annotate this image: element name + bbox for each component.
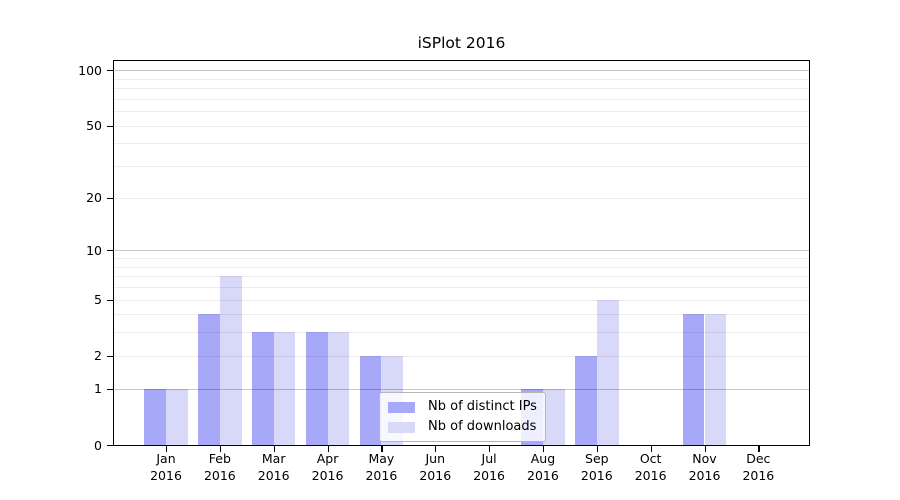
x-axis-tick [166, 446, 168, 452]
bar-distinct-ips-may [359, 355, 382, 445]
x-axis-tick [327, 446, 329, 452]
y-axis-tick [107, 445, 114, 447]
y-axis-tick [107, 250, 114, 252]
minor-gridline [114, 355, 809, 357]
x-axis-tick [596, 446, 598, 452]
x-axis-tick-label: Jul 2016 [473, 451, 505, 483]
minor-gridline [114, 287, 809, 288]
chart-title: iSPlot 2016 [417, 34, 506, 52]
minor-gridline [114, 111, 809, 113]
bar-downloads-nov [704, 314, 727, 445]
y-axis-tick-label: 5 [94, 292, 102, 307]
major-gridline [114, 250, 809, 252]
y-axis-tick-label: 10 [86, 242, 102, 258]
y-axis-tick [107, 70, 114, 72]
y-axis-tick [107, 125, 114, 127]
x-axis-tick-label: Mar 2016 [257, 451, 290, 483]
x-axis-tick [273, 446, 275, 452]
x-axis-tick-label: Jan 2016 [150, 451, 182, 483]
major-gridline [114, 388, 809, 390]
minor-gridline [114, 299, 809, 301]
x-axis-tick-label: Apr 2016 [311, 451, 344, 483]
minor-gridline [114, 314, 809, 316]
y-axis-tick [107, 197, 114, 199]
x-axis-tick [435, 446, 437, 452]
y-axis-tick [107, 355, 114, 357]
y-axis-tick [107, 299, 114, 301]
x-axis-tick [381, 446, 383, 452]
minor-gridline [114, 98, 809, 100]
legend-swatch-downloads [388, 421, 415, 433]
bar-distinct-ips-nov [682, 314, 705, 445]
minor-gridline [114, 258, 809, 259]
minor-gridline [114, 88, 809, 90]
x-axis-tick-label: May 2016 [365, 451, 398, 483]
x-axis-tick-label: Sep 2016 [580, 451, 613, 483]
bar-distinct-ips-apr [305, 332, 328, 445]
y-axis-tick-label: 0 [94, 437, 102, 453]
x-axis-tick-label: Jun 2016 [419, 451, 452, 483]
x-axis-tick [542, 446, 545, 452]
bar-distinct-ips-feb [198, 314, 220, 445]
minor-gridline [114, 266, 809, 268]
minor-gridline [114, 125, 809, 127]
legend: Nb of distinct IPs Nb of downloads [379, 392, 546, 442]
legend-swatch-distinct-ips [388, 401, 415, 413]
major-gridline [114, 70, 809, 72]
bar-downloads-jan [166, 388, 188, 445]
bar-downloads-aug [542, 388, 565, 445]
minor-gridline [114, 276, 809, 278]
x-axis-tick [650, 446, 652, 452]
x-axis-tick-label: Aug 2016 [527, 451, 559, 483]
bar-downloads-apr [327, 332, 350, 445]
x-axis-tick [704, 446, 706, 452]
plot-area: iSPlot 2016 Nb of distinct IPs Nb of dow… [78, 34, 810, 483]
legend-item-downloads: Nb of downloads [388, 420, 537, 434]
bar-distinct-ips-jan [144, 388, 166, 445]
y-axis-tick-label: 2 [94, 348, 102, 364]
y-axis-tick-label: 50 [86, 118, 102, 134]
minor-gridline [114, 166, 809, 168]
y-axis-tick-label: 20 [86, 190, 102, 206]
x-axis-tick [758, 446, 760, 452]
bar-downloads-feb [219, 276, 242, 445]
bar-distinct-ips-mar [251, 332, 274, 445]
legend-label-downloads: Nb of downloads [428, 419, 537, 434]
x-axis-tick-label: Nov 2016 [688, 451, 721, 483]
bar-distinct-ips-sep [575, 355, 597, 445]
x-axis-tick [219, 446, 222, 452]
x-axis-tick-label: Dec 2016 [742, 451, 775, 483]
minor-gridline [114, 197, 809, 199]
y-axis-tick-label: 1 [94, 381, 102, 397]
x-axis-tick-label: Feb 2016 [203, 451, 236, 483]
legend-item-distinct-ips: Nb of distinct IPs [388, 400, 537, 414]
minor-gridline [114, 332, 809, 334]
y-axis-tick [107, 388, 114, 390]
legend-label-distinct-ips: Nb of distinct IPs [428, 399, 537, 414]
x-axis-tick-label: Oct 2016 [634, 451, 667, 483]
minor-gridline [114, 78, 809, 80]
x-axis-tick [489, 446, 491, 452]
minor-gridline [114, 143, 809, 145]
bar-downloads-mar [273, 332, 296, 445]
y-axis-tick-label: 100 [78, 62, 102, 78]
bar-downloads-sep [596, 299, 619, 445]
